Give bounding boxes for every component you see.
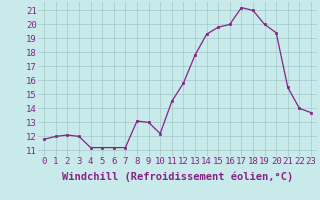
X-axis label: Windchill (Refroidissement éolien,°C): Windchill (Refroidissement éolien,°C) — [62, 172, 293, 182]
